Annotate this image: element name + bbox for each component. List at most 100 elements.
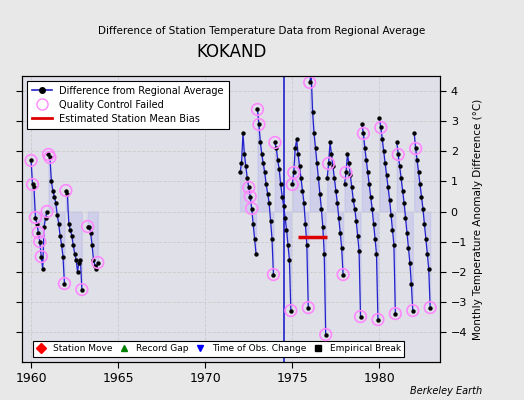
Point bbox=[288, 181, 297, 188]
Point bbox=[260, 169, 269, 176]
Point bbox=[394, 151, 402, 158]
Point bbox=[86, 229, 95, 236]
Point bbox=[94, 259, 102, 266]
Point bbox=[265, 199, 274, 206]
Point bbox=[301, 220, 310, 227]
Point bbox=[384, 184, 392, 191]
Point bbox=[64, 220, 73, 227]
Point bbox=[259, 160, 267, 167]
Point bbox=[297, 175, 305, 182]
Point bbox=[400, 199, 408, 206]
Point bbox=[342, 169, 350, 176]
Point bbox=[85, 223, 93, 230]
Point bbox=[36, 238, 44, 245]
Point bbox=[417, 193, 425, 200]
Point bbox=[355, 247, 363, 254]
Point bbox=[269, 271, 278, 278]
Point bbox=[54, 220, 63, 227]
Point bbox=[328, 151, 336, 158]
Point bbox=[45, 151, 53, 158]
Point bbox=[275, 166, 283, 173]
Point bbox=[57, 241, 66, 248]
Point bbox=[374, 316, 382, 323]
Point bbox=[346, 172, 355, 179]
Point bbox=[68, 232, 76, 239]
Point bbox=[94, 259, 102, 266]
Point bbox=[89, 256, 97, 263]
Point bbox=[343, 151, 352, 158]
Point bbox=[43, 208, 51, 215]
Point bbox=[69, 241, 78, 248]
Point bbox=[404, 244, 412, 251]
Point bbox=[396, 163, 404, 170]
Point bbox=[330, 175, 339, 182]
Point bbox=[92, 265, 101, 272]
Point bbox=[285, 256, 293, 263]
Point bbox=[255, 121, 263, 128]
Point bbox=[358, 121, 366, 128]
Point bbox=[278, 193, 286, 200]
Point bbox=[279, 202, 288, 209]
Point bbox=[91, 262, 99, 269]
Point bbox=[27, 157, 35, 164]
Point bbox=[426, 304, 434, 311]
Point bbox=[258, 151, 266, 158]
Point bbox=[237, 160, 246, 167]
Point bbox=[407, 280, 416, 287]
Point bbox=[322, 331, 330, 338]
Point bbox=[339, 271, 347, 278]
Point bbox=[62, 187, 70, 194]
Point bbox=[41, 214, 50, 221]
Point bbox=[76, 256, 84, 263]
Point bbox=[75, 259, 83, 266]
Point bbox=[284, 241, 292, 248]
Point bbox=[264, 190, 272, 197]
Point bbox=[268, 235, 276, 242]
Point bbox=[305, 79, 314, 86]
Point bbox=[322, 331, 330, 338]
Point bbox=[372, 250, 380, 257]
Point bbox=[271, 139, 279, 146]
Point bbox=[72, 256, 80, 263]
Point bbox=[294, 151, 302, 158]
Point bbox=[250, 235, 259, 242]
Point bbox=[420, 220, 429, 227]
Point bbox=[392, 139, 401, 146]
Point bbox=[368, 205, 376, 212]
Point bbox=[317, 205, 325, 212]
Point bbox=[304, 304, 312, 311]
Point bbox=[300, 199, 308, 206]
Point bbox=[409, 307, 417, 314]
Point bbox=[352, 217, 361, 224]
Point bbox=[249, 220, 257, 227]
Point bbox=[277, 181, 285, 188]
Point bbox=[291, 145, 299, 152]
Point bbox=[414, 169, 423, 176]
Point bbox=[426, 304, 434, 311]
Point bbox=[245, 184, 253, 191]
Point bbox=[253, 106, 261, 113]
Point bbox=[49, 187, 57, 194]
Point bbox=[337, 244, 346, 251]
Point bbox=[245, 184, 253, 191]
Point bbox=[239, 130, 247, 137]
Point bbox=[287, 307, 295, 314]
Point bbox=[38, 265, 47, 272]
Point bbox=[333, 199, 342, 206]
Point bbox=[78, 286, 86, 293]
Point bbox=[364, 169, 372, 176]
Point bbox=[411, 145, 420, 152]
Point bbox=[83, 223, 92, 230]
Point bbox=[413, 157, 421, 164]
Point bbox=[365, 181, 374, 188]
Point bbox=[329, 163, 337, 170]
Point bbox=[359, 130, 368, 137]
Point bbox=[410, 130, 418, 137]
Point bbox=[27, 157, 35, 164]
Point bbox=[323, 175, 331, 182]
Point bbox=[290, 169, 298, 176]
Point bbox=[416, 181, 424, 188]
Point bbox=[320, 250, 329, 257]
Point bbox=[391, 310, 399, 317]
Point bbox=[60, 280, 69, 287]
